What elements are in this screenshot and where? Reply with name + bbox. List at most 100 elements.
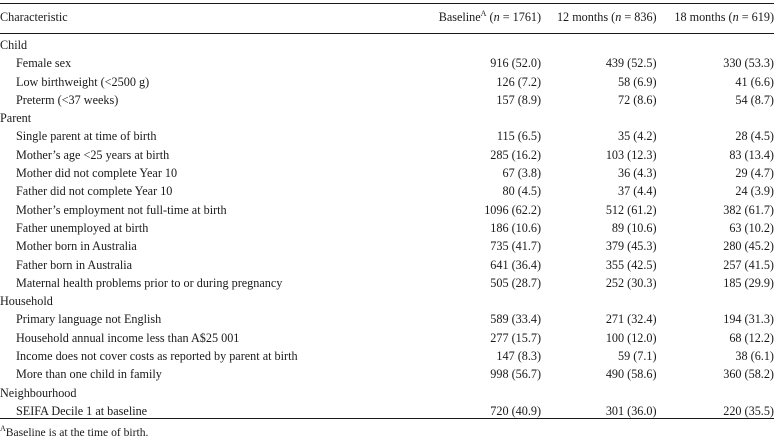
month-12-value: 252 (30.3) (605, 275, 657, 290)
baseline-value: 157 (8.9) (496, 92, 542, 107)
table-row: Father unemployed at birth 186 (10.6) 89 (… (0, 219, 774, 237)
section-row: Neighbourhood (0, 384, 774, 402)
month-18-value: 68 (12.2) (729, 330, 774, 345)
table-row: Primary language not English 589 (33.4) 27… (0, 310, 774, 328)
row-label: Female sex (16, 56, 72, 71)
table-row: Maternal health problems prior to or dur… (0, 274, 774, 292)
table-row: Low birthweight (<2500 g) 126 (7.2) 58 (6.… (0, 73, 774, 91)
row-label: More than one child in family (16, 367, 162, 382)
section-row: Household (0, 292, 774, 310)
month-18-value: 185 (29.9) (723, 275, 774, 290)
baseline-value: 67 (3.8) (502, 166, 542, 181)
baseline-value: 1096 (62.2) (484, 202, 542, 217)
month-12-value: 72 (8.6) (618, 92, 657, 107)
baseline-value: 147 (8.3) (496, 349, 542, 364)
row-label: Father did not complete Year 10 (16, 184, 173, 199)
baseline-value: 186 (10.6) (490, 220, 542, 235)
section-title: Child (0, 38, 28, 52)
table-row: More than one child in family 998 (56.7) 4… (0, 365, 774, 383)
month-18-value: 29 (4.7) (735, 166, 774, 181)
baseline-value: 277 (15.7) (490, 330, 542, 345)
month-18-value: 41 (6.6) (735, 74, 774, 89)
month-12-value: 100 (12.0) (605, 330, 657, 345)
section-title: Household (0, 294, 53, 309)
row-label: SEIFA Decile 1 at baseline (16, 403, 148, 418)
month-18-value: 194 (31.3) (723, 312, 774, 327)
header-12-months: 12 months (n = 836) (556, 9, 657, 24)
month-12-value: 490 (58.6) (605, 367, 657, 382)
section-row: Parent (0, 109, 774, 127)
section-row: Child (0, 36, 774, 54)
row-label: Preterm (<37 weeks) (16, 92, 119, 107)
month-18-value: 280 (45.2) (723, 239, 774, 254)
baseline-value: 589 (33.4) (490, 312, 542, 327)
row-label: Low birthweight (<2500 g) (16, 74, 150, 89)
row-label: Mother did not complete Year 10 (16, 166, 178, 181)
baseline-value: 641 (36.4) (490, 257, 542, 272)
bottom-rule (0, 418, 774, 419)
month-18-value: 382 (61.7) (723, 202, 774, 217)
baseline-value: 115 (6.5) (496, 129, 542, 144)
table-row: Single parent at time of birth 115 (6.5) 3… (0, 127, 774, 145)
header-characteristic: Characteristic (0, 9, 68, 24)
row-label: Income does not cover costs as reported … (16, 349, 298, 364)
table-row: Income does not cover costs as reported … (0, 347, 774, 365)
baseline-value: 735 (41.7) (490, 239, 542, 254)
month-12-value: 439 (52.5) (605, 56, 657, 71)
month-12-value: 36 (4.3) (618, 166, 657, 181)
table-row: Mother born in Australia 735 (41.7) 379 (4… (0, 237, 774, 255)
table-row: Mother did not complete Year 10 67 (3.8) 3… (0, 164, 774, 182)
month-18-value: 24 (3.9) (735, 184, 774, 199)
month-12-value: 512 (61.2) (605, 202, 657, 217)
month-12-value: 37 (4.4) (618, 184, 657, 199)
row-label: Father born in Australia (16, 257, 133, 272)
month-18-value: 360 (58.2) (723, 367, 774, 382)
baseline-value: 285 (16.2) (490, 147, 542, 162)
baseline-value: 998 (56.7) (490, 367, 542, 382)
month-18-value: 83 (13.4) (729, 147, 774, 162)
row-label: Father unemployed at birth (16, 220, 149, 235)
month-18-value: 330 (53.3) (723, 56, 774, 71)
characteristics-table: Characteristic BaselineA (n = 1761) 12 m… (0, 4, 774, 420)
table-row: Mother’s age <25 years at birth 285 (16.2… (0, 146, 774, 164)
month-12-value: 271 (32.4) (605, 312, 657, 327)
row-label: Mother’s age <25 years at birth (16, 147, 170, 162)
header-18-months: 18 months (n = 619) (674, 9, 774, 24)
row-label: Maternal health problems prior to or dur… (16, 275, 283, 290)
table-row: Female sex 916 (52.0) 439 (52.5) 330 (53.3) (0, 54, 774, 72)
baseline-value: 916 (52.0) (490, 56, 542, 71)
month-12-value: 301 (36.0) (605, 403, 657, 418)
month-18-value: 54 (8.7) (735, 92, 774, 107)
baseline-value: 505 (28.7) (490, 275, 542, 290)
footnote: ABaseline is at the time of birth. (0, 424, 149, 439)
month-12-value: 35 (4.2) (618, 129, 657, 144)
row-label: Household annual income less than A$25 0… (16, 330, 240, 345)
table-row: Household annual income less than A$25 0… (0, 329, 774, 347)
month-18-value: 38 (6.1) (735, 349, 774, 364)
row-label: Primary language not English (16, 312, 162, 327)
table-body: Child Female sex 916 (52.0) 439 (52.5) 330 (… (0, 30, 774, 420)
table-row: Preterm (<37 weeks) 157 (8.9) 72 (8.6) 54 (… (0, 91, 774, 109)
table-row: SEIFA Decile 1 at baseline 720 (40.9) 301 … (0, 402, 774, 420)
table-row: Father born in Australia 641 (36.4) 355 (4… (0, 256, 774, 274)
section-title: Neighbourhood (0, 385, 77, 400)
baseline-value: 80 (4.5) (502, 184, 542, 199)
top-rule (0, 3, 774, 4)
header-rule (0, 33, 774, 34)
row-label: Mother born in Australia (16, 239, 137, 254)
month-18-value: 257 (41.5) (723, 257, 774, 272)
table-row: Mother’s employment not full-time at bir… (0, 201, 774, 219)
header-row: Characteristic BaselineA (n = 1761) 12 m… (0, 4, 774, 30)
month-12-value: 89 (10.6) (611, 220, 657, 235)
month-18-value: 28 (4.5) (735, 129, 774, 144)
month-18-value: 220 (35.5) (723, 403, 774, 418)
month-12-value: 58 (6.9) (618, 74, 657, 89)
month-12-value: 379 (45.3) (605, 239, 657, 254)
header-baseline: BaselineA (n = 1761) (438, 8, 542, 24)
month-12-value: 103 (12.3) (605, 147, 657, 162)
baseline-value: 720 (40.9) (490, 403, 542, 418)
table-row: Father did not complete Year 10 80 (4.5) 3… (0, 182, 774, 200)
section-title: Parent (0, 111, 32, 126)
row-label: Single parent at time of birth (16, 129, 157, 144)
